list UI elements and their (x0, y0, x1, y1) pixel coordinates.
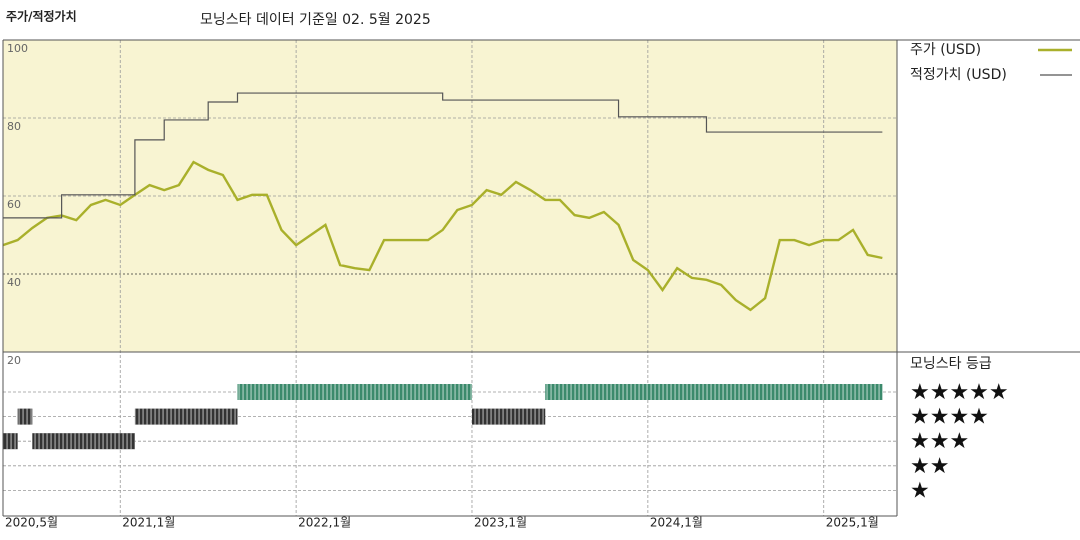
chart-subtitle: 모닝스타 데이터 기준일 02. 5월 2025 (200, 12, 431, 28)
series-line (3, 92, 883, 219)
series-line (2, 160, 883, 312)
rating-bar-hatch (17, 408, 33, 425)
y-tick-label: 40 (7, 276, 21, 289)
y-tick-label: 100 (7, 42, 28, 55)
rating-label: ★★ (910, 454, 949, 479)
x-tick-label: 2020,5월 (5, 516, 58, 530)
x-tick-label: 2021,1월 (122, 516, 175, 530)
chart-title: 주가/적정가치 (6, 9, 77, 24)
rating-label: ★ (910, 478, 930, 503)
x-tick-label: 2023,1월 (474, 516, 527, 530)
rating-label: ★★★ (910, 429, 969, 454)
rating-label: ★★★★★ (910, 380, 1009, 405)
rating-bar-hatch (32, 433, 135, 450)
rating-bar-hatch (237, 384, 472, 400)
rating-bar-hatch (134, 408, 238, 425)
rating-bar-hatch (3, 433, 18, 450)
x-tick-label: 2022,1월 (298, 516, 351, 530)
y-tick-label: 60 (7, 198, 21, 211)
y-tick-label: 80 (7, 120, 21, 133)
legend-label: 적정가치 (USD) (910, 67, 1007, 83)
rating-bar-hatch (471, 408, 546, 425)
rating-label: ★★★★ (910, 405, 989, 430)
x-tick-label: 2024,1월 (650, 516, 703, 530)
rating-bar-hatch (545, 384, 883, 400)
y-tick-label: 20 (7, 354, 21, 367)
legend-label: 주가 (USD) (910, 42, 981, 58)
rating-title: 모닝스타 등급 (910, 356, 992, 372)
x-tick-label: 2025,1월 (826, 516, 879, 530)
